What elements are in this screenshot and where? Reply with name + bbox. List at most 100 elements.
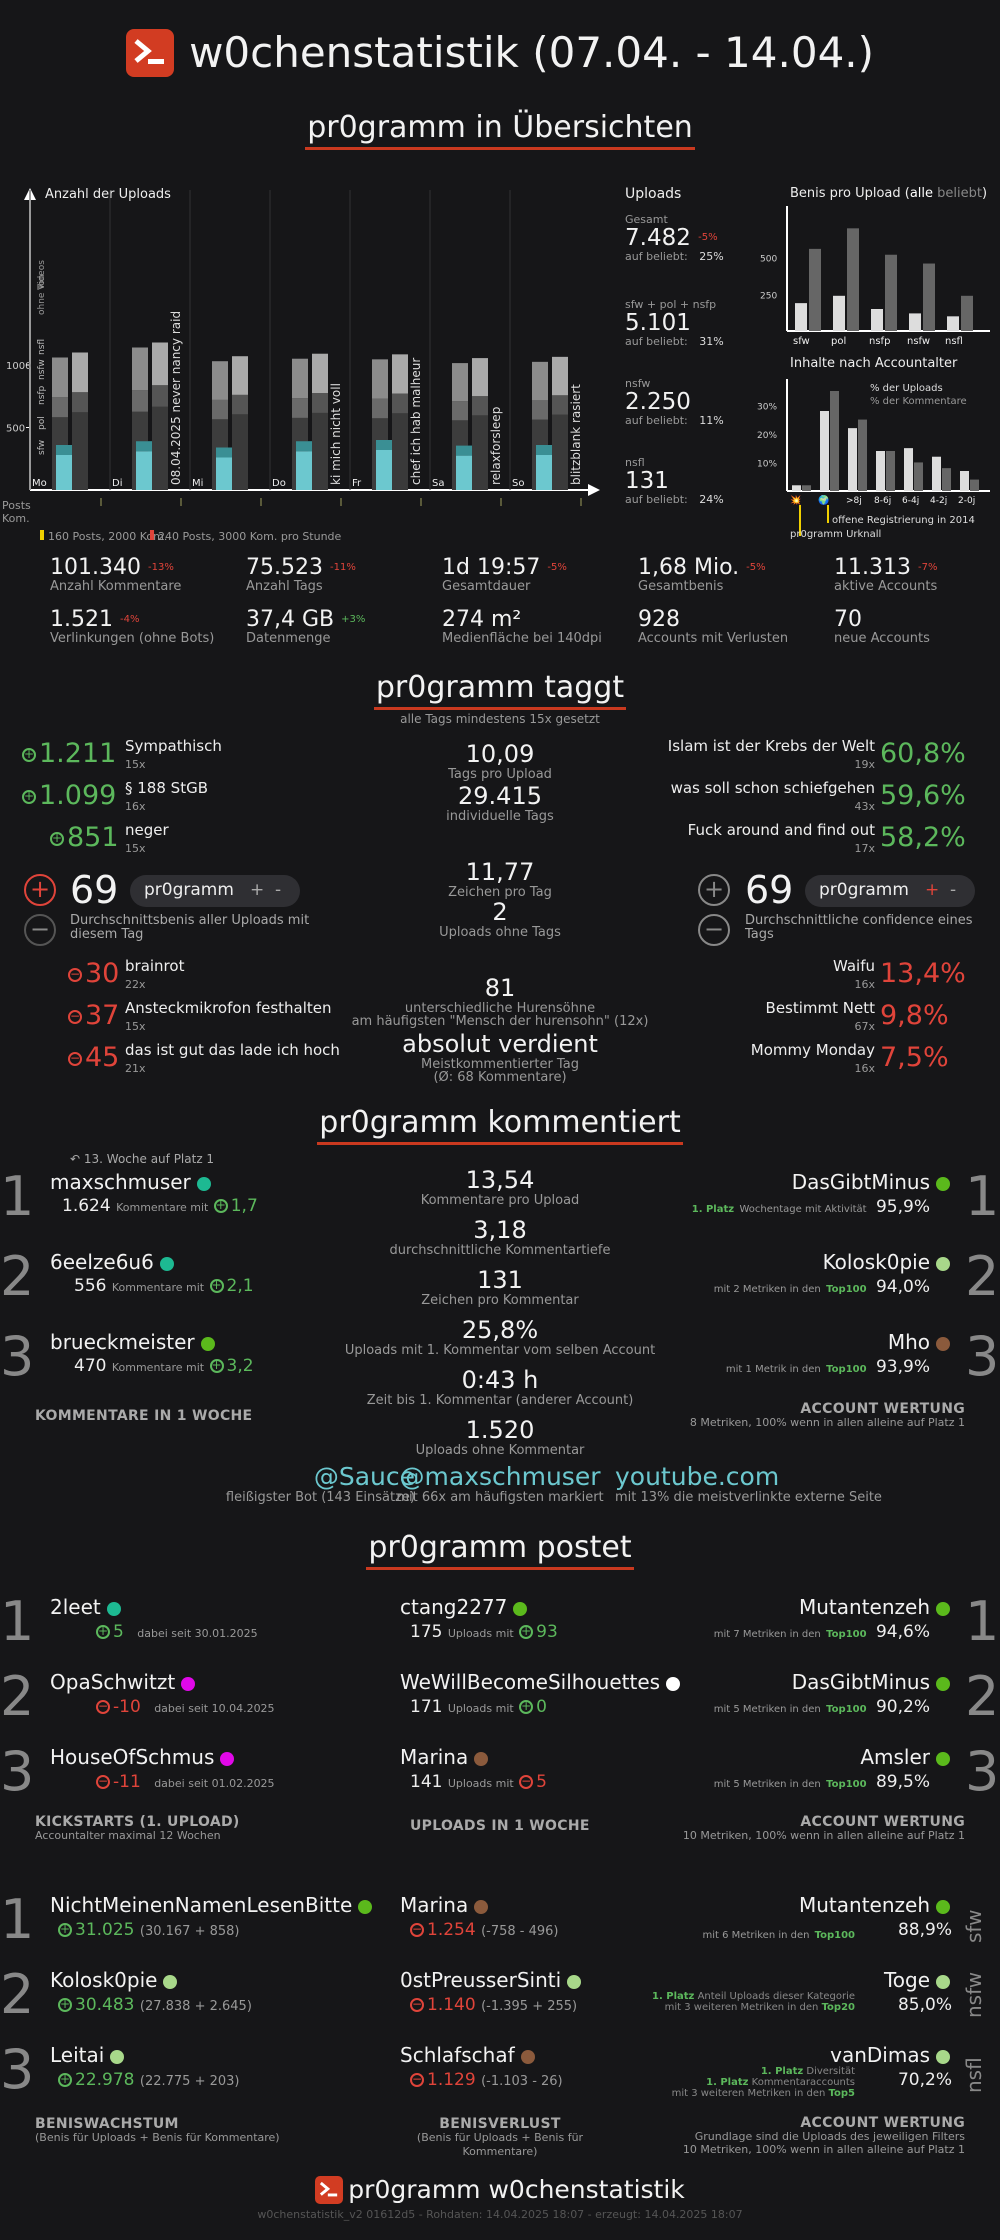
side-legend: pol	[37, 416, 47, 430]
tag-metric: 10,09 Tags pro Upload	[448, 740, 552, 782]
video-bar	[536, 455, 552, 490]
upload-stat-beliebt: auf beliebt: 25%	[625, 250, 724, 263]
comments-left-label: KOMMENTARE IN 1 WOCHE	[35, 1408, 253, 1424]
benis-bar-beliebt	[809, 248, 821, 331]
avg-benis-desc: Durchschnittsbenis aller Uploads mit die…	[70, 913, 310, 942]
benis-bar-beliebt	[847, 228, 859, 331]
user-status-dot	[220, 1751, 235, 1766]
stat-delta: -11%	[329, 562, 356, 573]
user-status-dot	[181, 1676, 196, 1691]
age-bar-uploads	[904, 448, 913, 491]
minus-circle-icon: −	[96, 1774, 110, 1789]
user-status-dot	[936, 1974, 950, 1989]
tag-pill[interactable]: pr0gramm + -	[805, 875, 975, 907]
tag-name: Fuck around and find out 17x	[687, 821, 875, 856]
tag-pill[interactable]: pr0gramm + -	[130, 875, 300, 907]
plus-button[interactable]: +	[698, 874, 730, 906]
rank-number: 2	[965, 1665, 1000, 1728]
username-link[interactable]: Leitai	[50, 2043, 125, 2067]
minus-button[interactable]: −	[698, 914, 730, 946]
username-link[interactable]: 6eelze6u6	[50, 1250, 174, 1274]
age-category: 💥	[790, 494, 801, 506]
username-link[interactable]: HouseOfSchmus	[50, 1745, 235, 1769]
username-link[interactable]: NichtMeinenNamenLesenBitte	[50, 1893, 373, 1917]
age-bar-comments	[970, 479, 979, 491]
username-link[interactable]: Toge	[640, 1968, 950, 1992]
minus-circle-icon: −	[410, 1922, 424, 1937]
account-rank-detail: mit 5 Metriken in den Top100 89,5%	[713, 1772, 930, 1792]
benis-loss: −1.254 (-758 - 496)	[410, 1920, 559, 1940]
comment-metric: 3,18 durchschnittliche Kommentartiefe	[389, 1216, 611, 1258]
username-link[interactable]: maxschmuser	[50, 1170, 211, 1194]
stat-card: 274 m² Medienfläche bei 140dpi	[442, 608, 632, 646]
upload-count: 141 Uploads mit −5	[410, 1772, 547, 1792]
benis-loss: −1.129 (-1.103 - 26)	[410, 2070, 563, 2090]
footer-title: pr0gramm w0chenstatistik	[348, 2175, 685, 2204]
plus-circle-icon: +	[519, 1699, 534, 1714]
minus-button[interactable]: −	[24, 914, 56, 946]
username-link[interactable]: DasGibtMinus	[640, 1170, 950, 1194]
stat-value: 101.340	[50, 555, 141, 580]
highlight-link[interactable]: youtube.com mit 13% die meistverlinkte ex…	[615, 1462, 882, 1505]
username-link[interactable]: 0stPreusserSinti	[400, 1968, 582, 1992]
username-link[interactable]: Marina	[400, 1893, 489, 1917]
upload-stat: nsfw 2.250 auf beliebt: 11%	[625, 377, 740, 427]
username-link[interactable]: Mho	[640, 1330, 950, 1354]
username-link[interactable]: 2leet	[50, 1595, 121, 1619]
rank-number: 3	[965, 1740, 1000, 1803]
footer: pr0gramm w0chenstatistik w0chenstatistik…	[0, 2175, 1000, 2221]
username-link[interactable]: Schlafschaf	[400, 2043, 535, 2067]
uploads-chart: Anzahl der Uploads 1000 500 Mo Di Mi Do Fr Sa So 0…	[0, 180, 610, 540]
age-bar-comments	[802, 485, 811, 491]
stat-card: 70 neue Accounts	[834, 608, 1000, 646]
username-link[interactable]: Mutantenzeh	[640, 1893, 950, 1917]
uploads-chart-title: Anzahl der Uploads	[45, 187, 171, 202]
highlight-link[interactable]: @maxschmuser mit 66x am häufigsten markie…	[396, 1462, 604, 1505]
username-link[interactable]: OpaSchwitzt	[50, 1670, 196, 1694]
age-category: 4-2j	[930, 496, 947, 506]
username-link[interactable]: Marina	[400, 1745, 489, 1769]
side-legend: ohne Ton	[37, 275, 47, 316]
benis-bar-alle	[833, 295, 845, 331]
benis-category: nsfp	[869, 336, 890, 347]
username-link[interactable]: Kolosk0pie	[50, 1968, 178, 1992]
stat-card: 1.521 -4% Verlinkungen (ohne Bots)	[50, 608, 240, 646]
kickstart-benis: +5 dabei seit 30.01.2025	[96, 1622, 258, 1642]
age-bar-uploads	[820, 411, 829, 491]
age-bar-uploads	[960, 471, 969, 491]
note-160: 160 Posts, 2000 Kom.	[40, 530, 167, 543]
plus-circle-icon: +	[58, 2072, 72, 2087]
upload-stat-value: 7.482 -5%	[625, 225, 718, 251]
username-link[interactable]: Mutantenzeh	[640, 1595, 950, 1619]
upload-count: 171 Uploads mit +0	[410, 1697, 547, 1717]
user-status-dot	[936, 1676, 950, 1691]
stat-label: neue Accounts	[834, 631, 930, 646]
filter-side-label: sfw	[962, 1909, 986, 1943]
age-bar-comments	[914, 462, 923, 491]
username-link[interactable]: DasGibtMinus	[640, 1670, 950, 1694]
upload-stat: nsfl 131 auf beliebt: 24%	[625, 456, 740, 506]
username-link[interactable]: Amsler	[640, 1745, 950, 1769]
account-rank-detail: 1. Platz Anteil Uploads dieser Kategorie…	[652, 1991, 855, 2013]
username-link[interactable]: brueckmeister	[50, 1330, 215, 1354]
username-link[interactable]: Kolosk0pie	[640, 1250, 950, 1274]
comment-count: 556 Kommentare mit +2,1	[74, 1276, 254, 1296]
age-ytick: 30%	[757, 402, 777, 412]
comment-metric: 13,54 Kommentare pro Upload	[420, 1166, 580, 1208]
day-label: Sa	[432, 478, 444, 489]
benis-chart-title: Benis pro Upload (alle beliebt)	[790, 186, 988, 201]
section-title-posts: pr0gramm postet	[0, 1530, 1000, 1570]
benis-category: sfw	[793, 336, 810, 347]
stat-label: Gesamtbenis	[638, 579, 724, 594]
plus-button[interactable]: +	[24, 874, 56, 906]
section-title-tags: pr0gramm taggt	[0, 670, 1000, 710]
day-label: Mo	[32, 478, 47, 489]
highlight-link[interactable]: @Sauce fleißigster Bot (143 Einsätze)	[225, 1462, 415, 1505]
user-status-dot	[936, 1751, 950, 1766]
username-link[interactable]: ctang2277	[400, 1595, 528, 1619]
comment-count: 1.624 Kommentare mit +1,7	[62, 1196, 258, 1216]
minus-circle-icon: −	[410, 1997, 424, 2012]
user-status-dot	[936, 1899, 950, 1914]
username-link[interactable]: WeWillBecomeSilhouettes	[400, 1670, 681, 1694]
username-link[interactable]: vanDimas	[640, 2043, 950, 2067]
